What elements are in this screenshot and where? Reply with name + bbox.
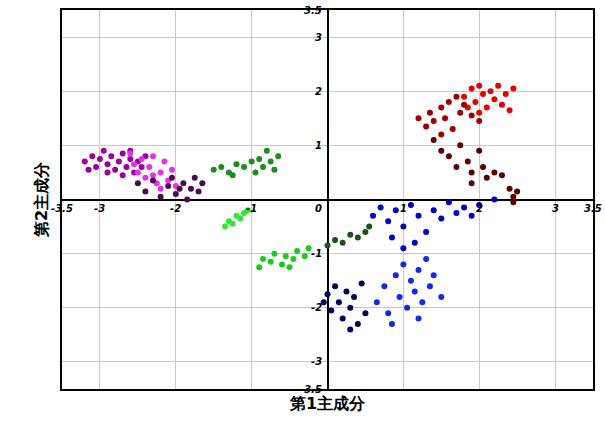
svg-text:第1主成分: 第1主成分 [289,394,366,413]
svg-text:-3: -3 [94,203,105,214]
svg-text:0: 0 [315,203,322,214]
svg-text:3: 3 [315,32,322,43]
svg-text:-2: -2 [311,302,322,313]
svg-text:2: 2 [315,86,322,97]
svg-text:-1: -1 [311,248,322,259]
svg-text:-2: -2 [170,203,181,214]
svg-text:3.5: 3.5 [304,5,322,16]
svg-text:-1: -1 [246,203,257,214]
svg-text:2: 2 [476,203,483,214]
svg-text:-3.5: -3.5 [300,384,322,395]
svg-text:1: 1 [315,140,322,151]
svg-text:1: 1 [400,203,407,214]
svg-text:-3.5: -3.5 [51,203,73,214]
svg-text:3.5: 3.5 [584,203,602,214]
svg-text:-3: -3 [311,356,322,367]
svg-text:3: 3 [552,203,559,214]
svg-text:第2主成分: 第2主成分 [32,161,51,238]
